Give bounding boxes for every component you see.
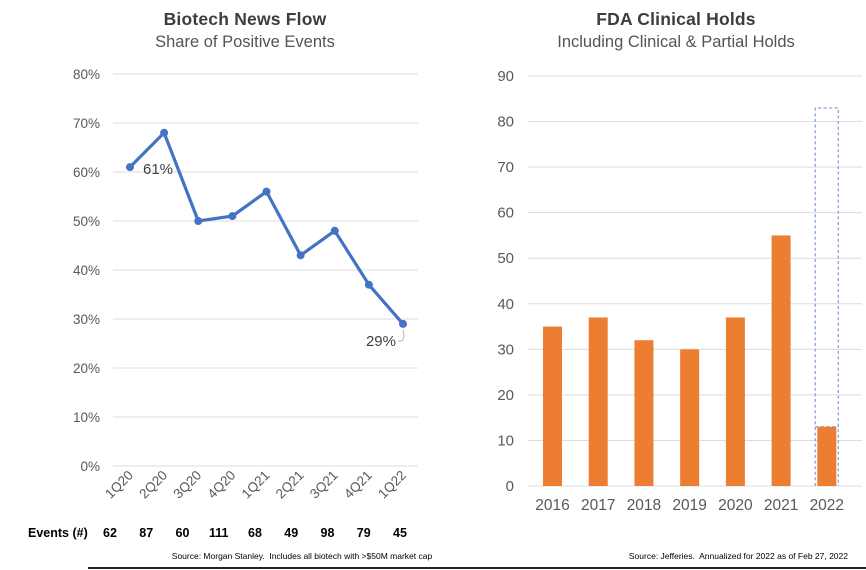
right-y-tick-label: 70 bbox=[497, 159, 514, 176]
bar-2019 bbox=[680, 349, 700, 486]
left-y-tick-label: 0% bbox=[80, 459, 100, 474]
left-x-tick-label-3q21: 3Q21 bbox=[307, 468, 341, 502]
events-row-label: Events (#) bbox=[28, 526, 88, 540]
events-count-3q20: 60 bbox=[175, 526, 190, 540]
right-y-tick-label: 30 bbox=[497, 341, 514, 358]
left-x-tick-label-4q21: 4Q21 bbox=[341, 468, 375, 502]
right-x-tick-label-2022: 2022 bbox=[810, 497, 844, 514]
events-count-1q20: 62 bbox=[103, 526, 117, 540]
right-chart-subtitle: Including Clinical & Partial Holds bbox=[557, 33, 795, 51]
data-label-leader-line bbox=[397, 329, 405, 342]
data-point-2q20 bbox=[160, 128, 169, 137]
left-x-tick-label-4q20: 4Q20 bbox=[205, 468, 239, 502]
data-point-2q21 bbox=[296, 251, 305, 260]
right-y-tick-label: 10 bbox=[497, 432, 514, 449]
left-y-tick-label: 10% bbox=[73, 410, 100, 425]
right-x-tick-label-2018: 2018 bbox=[627, 497, 661, 514]
bar-2018 bbox=[634, 340, 654, 486]
data-point-1q21 bbox=[262, 187, 271, 196]
left-chart-subtitle: Share of Positive Events bbox=[155, 33, 335, 51]
bottom-divider bbox=[88, 567, 866, 569]
projected-2022-dashed-bar bbox=[814, 107, 840, 486]
right-x-tick-label-2021: 2021 bbox=[764, 497, 798, 514]
left-y-tick-label: 70% bbox=[73, 116, 100, 131]
data-point-3q20 bbox=[194, 217, 203, 225]
right-chart-title: FDA Clinical Holds bbox=[596, 9, 756, 29]
left-y-tick-label: 30% bbox=[73, 312, 100, 327]
bar-2021 bbox=[771, 235, 791, 486]
right-y-tick-label: 80 bbox=[497, 114, 514, 131]
left-y-tick-label: 40% bbox=[73, 263, 100, 278]
left-x-tick-label-2q21: 2Q21 bbox=[273, 468, 307, 502]
right-y-tick-label: 40 bbox=[497, 296, 514, 313]
bar-2016 bbox=[543, 326, 562, 486]
right-x-tick-label-2020: 2020 bbox=[718, 497, 753, 514]
left-y-tick-label: 20% bbox=[73, 361, 100, 376]
left-y-tick-label: 60% bbox=[73, 165, 100, 180]
right-y-tick-label: 0 bbox=[506, 478, 514, 495]
left-x-tick-label-1q20: 1Q20 bbox=[102, 468, 136, 502]
right-x-tick-label-2017: 2017 bbox=[581, 497, 615, 514]
data-label-first-point: 61% bbox=[143, 161, 173, 178]
data-point-4q20 bbox=[228, 212, 237, 221]
right-y-tick-label: 50 bbox=[497, 250, 514, 267]
left-x-tick-label-2q20: 2Q20 bbox=[136, 468, 170, 502]
data-point-4q21 bbox=[364, 280, 373, 289]
bar-2020 bbox=[725, 317, 745, 486]
right-x-tick-label-2019: 2019 bbox=[672, 497, 706, 514]
left-y-tick-label: 80% bbox=[73, 67, 100, 82]
left-chart-title: Biotech News Flow bbox=[163, 9, 327, 29]
events-count-2q21: 49 bbox=[284, 526, 299, 540]
left-x-tick-label-1q22: 1Q22 bbox=[375, 468, 409, 502]
right-x-tick-label-2016: 2016 bbox=[535, 497, 569, 514]
left-y-tick-label: 50% bbox=[73, 214, 100, 229]
data-point-3q21 bbox=[330, 226, 339, 235]
events-count-4q20: 111 bbox=[209, 526, 229, 540]
data-label-last-point: 29% bbox=[366, 333, 396, 350]
right-y-tick-label: 60 bbox=[497, 205, 514, 222]
bar-2022 bbox=[817, 426, 837, 486]
left-source-note: Source: Morgan Stanley. Includes all bio… bbox=[171, 551, 433, 561]
events-count-1q22: 45 bbox=[393, 526, 407, 540]
right-y-tick-label: 20 bbox=[497, 387, 514, 404]
events-count-row: Events (#) 62 87 60 111 68 49 98 79 45 bbox=[0, 526, 433, 546]
left-x-tick-label-3q20: 3Q20 bbox=[170, 468, 204, 502]
data-point-1q22 bbox=[399, 319, 407, 328]
left-x-tick-label-1q21: 1Q21 bbox=[239, 468, 273, 502]
events-count-3q21: 98 bbox=[320, 526, 335, 540]
right-y-tick-label: 90 bbox=[497, 68, 514, 85]
right-source-note: Source: Jefferies. Annualized for 2022 a… bbox=[628, 551, 848, 561]
bar-2017 bbox=[588, 317, 608, 486]
events-count-4q21: 79 bbox=[356, 526, 371, 540]
events-count-1q21: 68 bbox=[248, 526, 262, 540]
events-count-2q20: 87 bbox=[139, 526, 154, 540]
data-point-1q20 bbox=[126, 163, 134, 172]
